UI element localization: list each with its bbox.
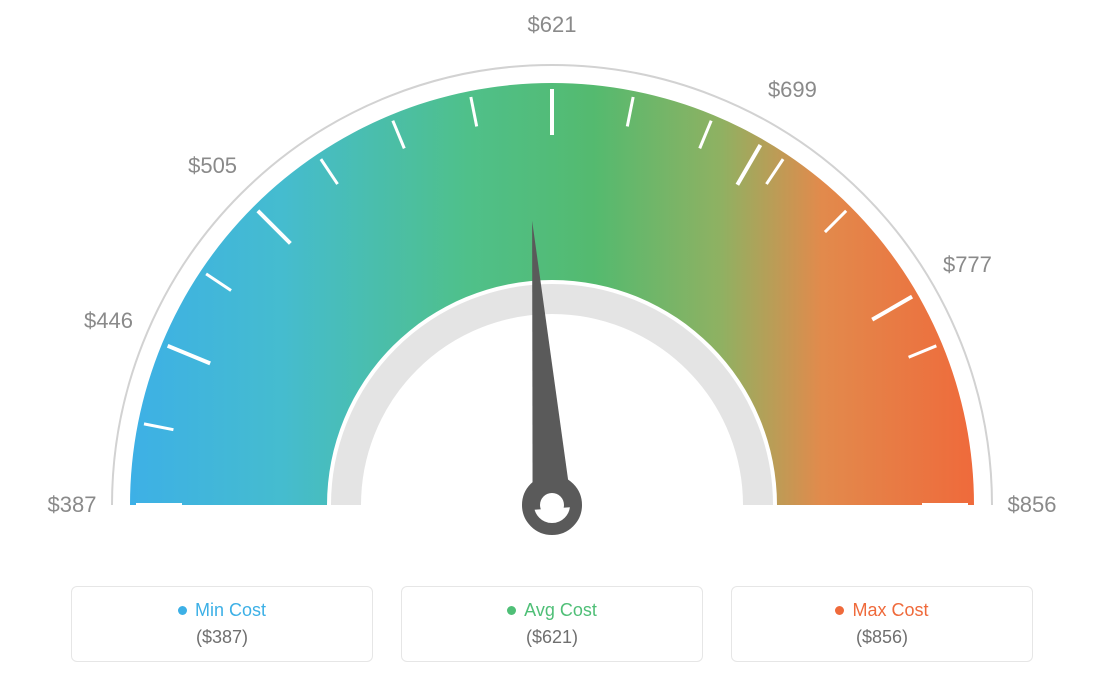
legend-title-avg-text: Avg Cost [524,600,597,621]
legend-title-max-text: Max Cost [852,600,928,621]
legend-card-max: Max Cost ($856) [731,586,1033,662]
legend-title-avg: Avg Cost [507,600,597,621]
legend-title-max: Max Cost [835,600,928,621]
dot-icon [507,606,516,615]
gauge-svg [0,0,1104,560]
legend-card-min: Min Cost ($387) [71,586,373,662]
gauge-tick-label: $505 [188,153,237,179]
legend-value-min: ($387) [196,627,248,648]
cost-gauge-container: $387 $446 $505 $621 $699 $777 $856 Min Cost ($… [0,0,1104,690]
legend-value-max: ($856) [856,627,908,648]
legend-row: Min Cost ($387) Avg Cost ($621) Max Cost… [0,586,1104,662]
gauge-tick-label: $699 [768,77,817,103]
gauge-tick-label: $621 [528,12,577,38]
gauge-tick-label: $446 [84,308,133,334]
legend-title-min-text: Min Cost [195,600,266,621]
legend-card-avg: Avg Cost ($621) [401,586,703,662]
legend-title-min: Min Cost [178,600,266,621]
dot-icon [178,606,187,615]
gauge-tick-label: $856 [1008,492,1057,518]
gauge-tick-label: $777 [943,252,992,278]
gauge-area: $387 $446 $505 $621 $699 $777 $856 [0,0,1104,560]
legend-value-avg: ($621) [526,627,578,648]
gauge-tick-label: $387 [48,492,97,518]
dot-icon [835,606,844,615]
